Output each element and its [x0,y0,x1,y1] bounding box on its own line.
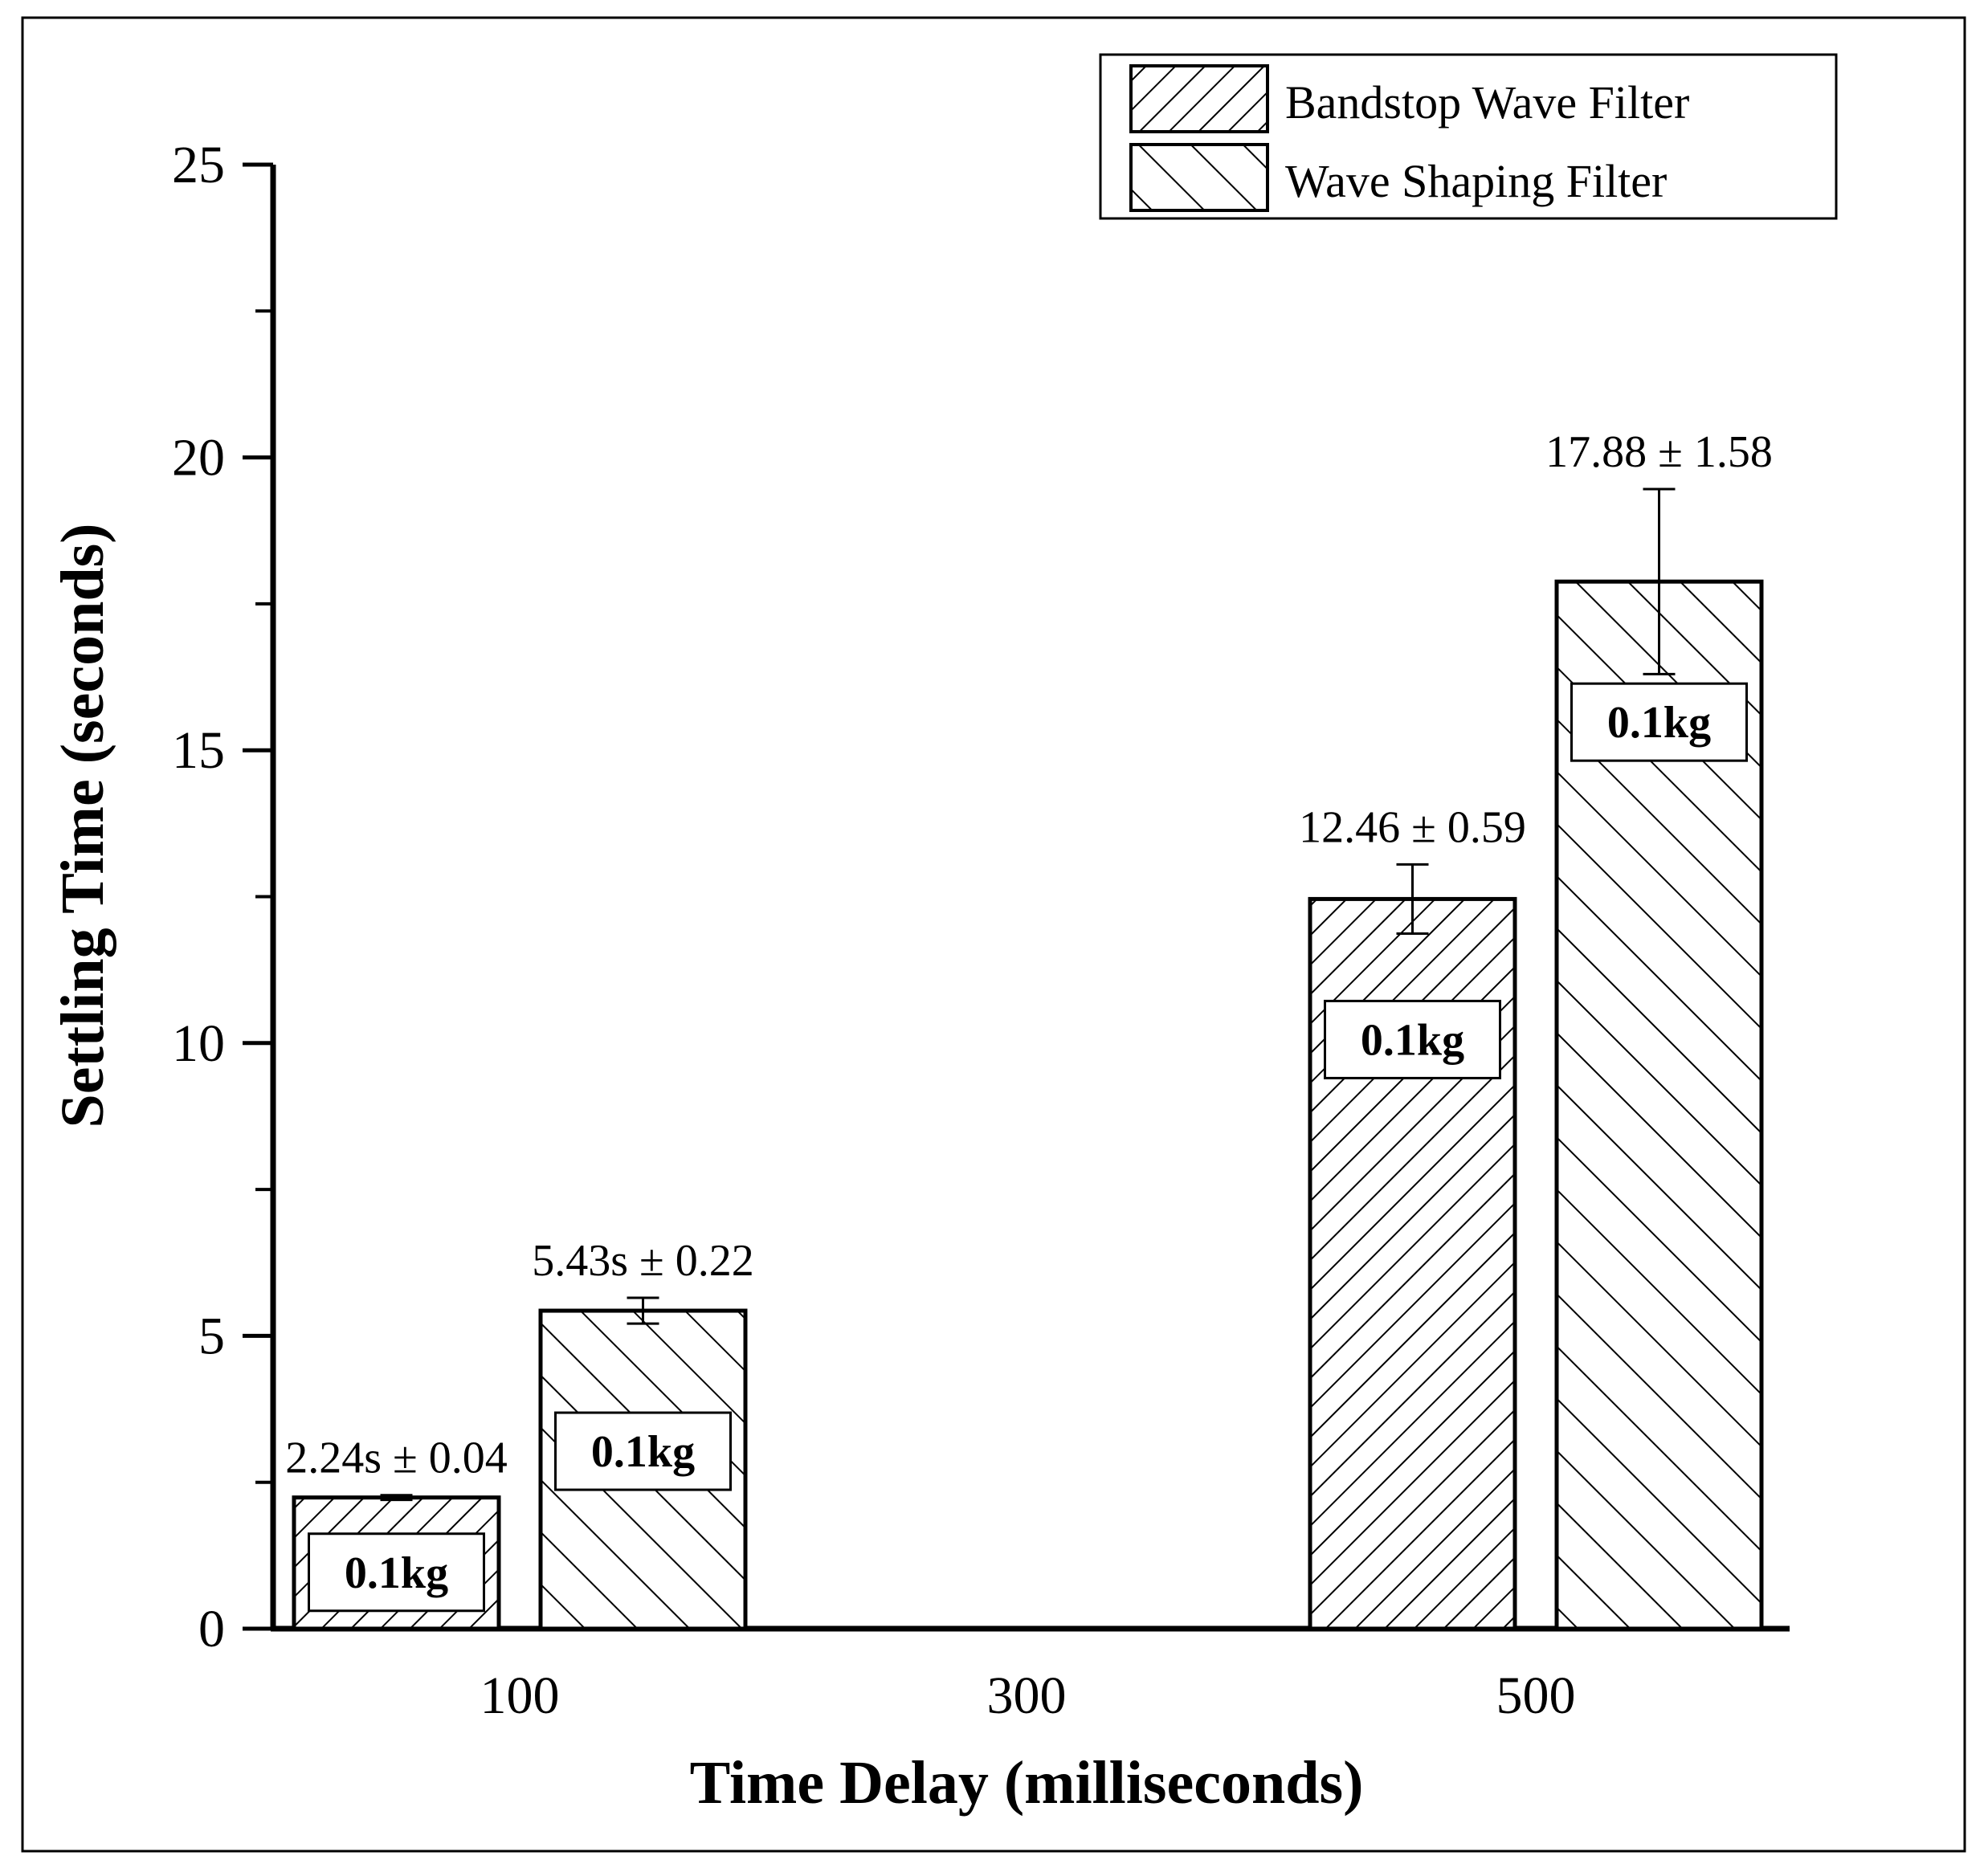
y-tick-label: 10 [172,1014,225,1073]
legend-swatch-bandstop [1129,64,1269,133]
x-axis-title: Time Delay (milliseconds) [690,1749,1364,1817]
legend-label-bandstop: Bandstop Wave Filter [1285,76,1689,128]
mass-label-box [554,1411,732,1491]
mass-label-box [1324,999,1501,1079]
y-tick-label: 5 [198,1307,225,1365]
x-tick-label: 300 [987,1666,1067,1725]
y-tick-label: 0 [198,1600,225,1658]
y-tick-label: 15 [172,721,225,780]
mass-label: 0.1kg [591,1427,695,1477]
data-label-wave-shaping: 17.88 ± 1.58 [1545,427,1773,477]
mass-label: 0.1kg [345,1548,448,1598]
plot-area: 0 5 10 15 20 25 100 300 500 2.24s ± 0.04 0.1kg 12.4… [172,136,1790,1725]
x-tick-label: 100 [480,1666,560,1725]
mass-label-box [1570,682,1748,762]
x-tick-label: 500 [1496,1666,1576,1725]
mass-label-box [308,1532,485,1613]
y-axis-title: Settling Time (seconds) [49,524,116,1128]
legend: Bandstop Wave Filter Wave Shaping Filter [1099,53,1838,220]
mass-label: 0.1kg [1607,698,1711,748]
mass-label: 0.1kg [1361,1015,1464,1065]
data-label-bandstop: 2.24s ± 0.04 [285,1434,508,1483]
legend-swatch-wave-shaping [1129,143,1269,212]
y-tick-label: 20 [172,429,225,487]
data-label-bandstop: 12.46 ± 0.59 [1299,802,1526,852]
data-label-wave-shaping: 5.43s ± 0.22 [532,1236,754,1286]
y-tick-label: 25 [172,136,225,194]
legend-label-wave-shaping: Wave Shaping Filter [1285,155,1667,207]
